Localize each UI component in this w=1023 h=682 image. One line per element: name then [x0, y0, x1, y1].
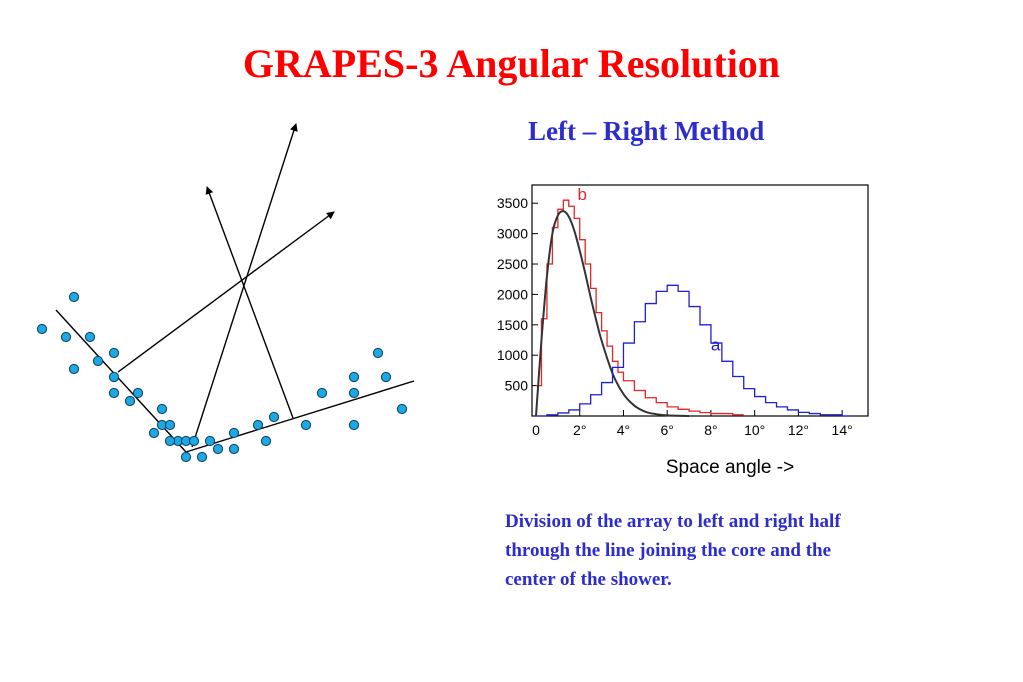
- detector-circle: [148, 427, 160, 439]
- x-tick-label: 6°: [661, 422, 674, 438]
- detector-circle: [228, 427, 240, 439]
- detector-circle: [252, 419, 264, 431]
- x-tick-label: 12°: [788, 422, 809, 438]
- method-caption: Division of the array to left and right …: [505, 511, 841, 590]
- detector-circle: [396, 403, 408, 415]
- detector-circle: [348, 419, 360, 431]
- detector-circle: [372, 347, 384, 359]
- x-axis-label: Space angle ->: [666, 457, 794, 478]
- detector-circle: [36, 323, 48, 335]
- x-tick-label: 0: [532, 422, 540, 438]
- detector-circle: [68, 363, 80, 375]
- detector-array: [36, 291, 408, 463]
- y-tick-label: 1000: [497, 347, 528, 363]
- page-title: GRAPES-3 Angular Resolution: [242, 41, 781, 86]
- array-dividing-line-right: [185, 380, 415, 453]
- series-line-b: [536, 199, 744, 416]
- series-line-a: [536, 284, 854, 417]
- space-angle-chart: 0 2° 4° 6° 8° 10° 12° 14° 500 1000 1500 2000 2500 300…: [497, 184, 869, 478]
- detector-circle: [132, 387, 144, 399]
- x-tick-label: 4°: [617, 422, 630, 438]
- detector-circle: [348, 387, 360, 399]
- array-dividing-line-left: [55, 309, 187, 453]
- detector-circle: [228, 443, 240, 455]
- detector-circle: [68, 291, 80, 303]
- x-tick-label: 8°: [704, 422, 717, 438]
- detector-circle: [196, 451, 208, 463]
- detector-circle: [60, 331, 72, 343]
- plot-frame: [531, 184, 869, 417]
- series-label-a: a: [711, 335, 721, 354]
- method-subtitle: Left – Right Method: [528, 116, 765, 146]
- y-tick-label: 3000: [497, 226, 528, 242]
- detector-circle: [316, 387, 328, 399]
- detector-circle: [124, 395, 136, 407]
- shower-axis-arrow-3: [117, 211, 335, 373]
- detector-circle: [164, 419, 176, 431]
- series-label-b: b: [578, 185, 587, 204]
- detector-circle: [300, 419, 312, 431]
- series-line-fit: [535, 210, 690, 417]
- detector-circle: [164, 435, 176, 447]
- array-schematic: [36, 123, 415, 463]
- detector-circle: [268, 411, 280, 423]
- detector-circle: [92, 355, 104, 367]
- detector-circle: [380, 371, 392, 383]
- detector-circle: [260, 435, 272, 447]
- detector-circle: [156, 403, 168, 415]
- y-tick-label: 2500: [497, 256, 528, 272]
- y-tick-label: 500: [505, 378, 529, 394]
- y-tick-label: 2000: [497, 286, 528, 302]
- detector-circle: [108, 371, 120, 383]
- detector-circle: [348, 371, 360, 383]
- x-tick-label: 10°: [744, 422, 765, 438]
- detector-circle: [204, 435, 216, 447]
- x-tick-label: 14°: [832, 422, 853, 438]
- detector-circle: [108, 347, 120, 359]
- detector-circle: [108, 387, 120, 399]
- y-tick-label: 1500: [497, 317, 528, 333]
- detector-circle: [84, 331, 96, 343]
- detector-circle: [212, 443, 224, 455]
- detector-circle: [180, 451, 192, 463]
- y-tick-label: 3500: [497, 195, 528, 211]
- shower-axis-arrow-2: [205, 186, 294, 419]
- x-tick-label: 2°: [573, 422, 586, 438]
- detector-circle: [188, 435, 200, 447]
